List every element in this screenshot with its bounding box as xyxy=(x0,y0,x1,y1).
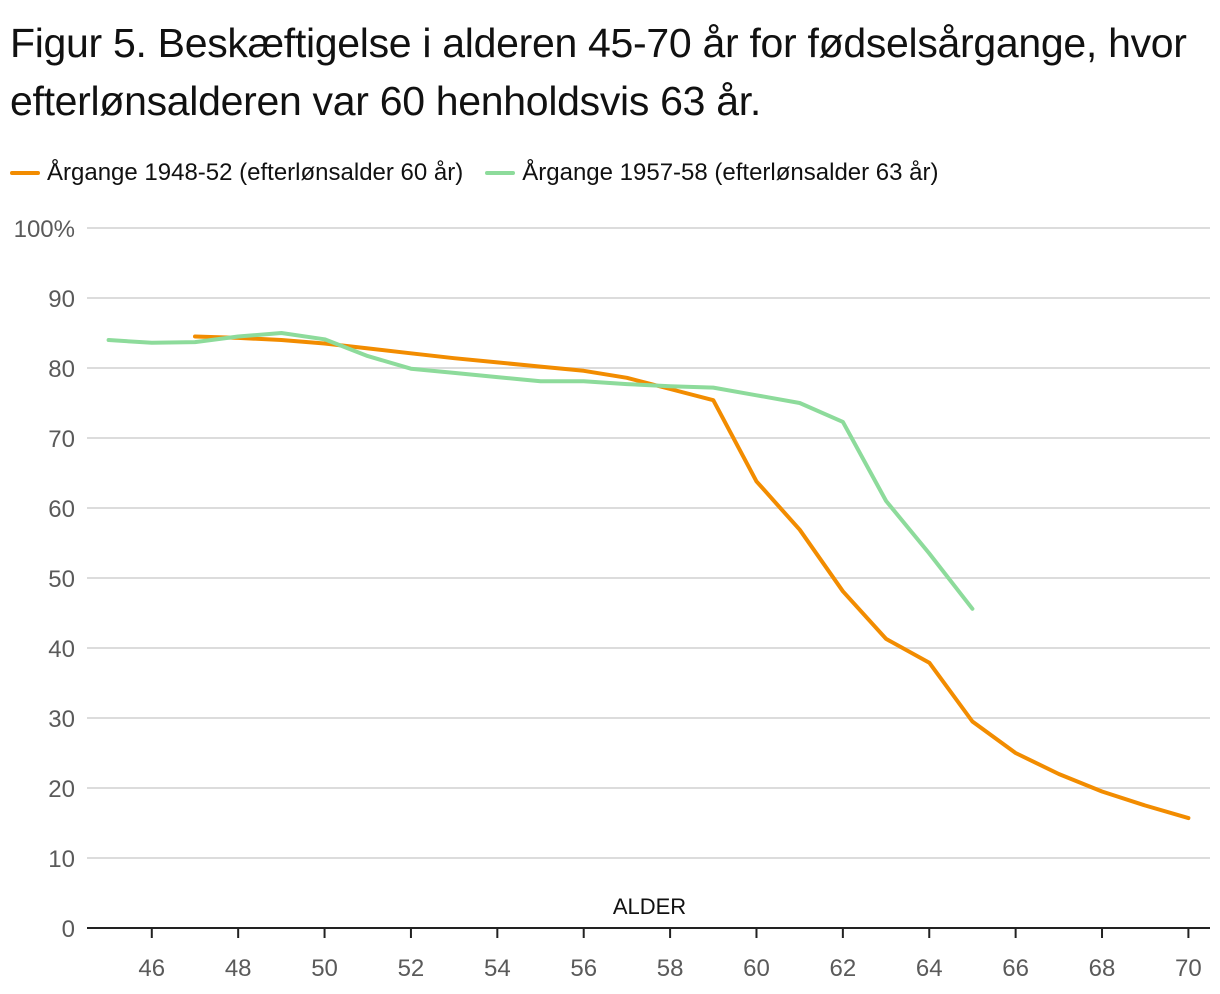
x-tick-label-60: 60 xyxy=(743,955,770,982)
y-tick-label-70: 70 xyxy=(48,426,75,453)
y-tick-label-50: 50 xyxy=(48,566,75,593)
x-tick-label-64: 64 xyxy=(916,955,943,982)
x-tick-label-50: 50 xyxy=(311,955,338,982)
legend-item-1957-58: Årgange 1957-58 (efterlønsalder 63 år) xyxy=(485,159,939,187)
legend-swatch-1957-58 xyxy=(485,171,516,175)
x-tick-label-56: 56 xyxy=(570,955,597,982)
x-tick-label-70: 70 xyxy=(1175,955,1202,982)
y-tick-label-20: 20 xyxy=(48,776,75,803)
x-tick-label-58: 58 xyxy=(657,955,684,982)
series-line-1948-52 xyxy=(193,334,1191,821)
legend-label-1957-58: Årgange 1957-58 (efterlønsalder 63 år) xyxy=(522,159,939,186)
legend-item-1948-52: Årgange 1948-52 (efterlønsalder 60 år) xyxy=(10,159,463,187)
y-tick-label-40: 40 xyxy=(48,636,75,663)
series-line-1957-58 xyxy=(106,331,975,611)
x-tick-label-54: 54 xyxy=(484,955,511,982)
y-tick-label-60: 60 xyxy=(48,496,75,523)
x-tick-label-48: 48 xyxy=(225,955,252,982)
x-axis-title: ALDER xyxy=(613,894,686,919)
x-tick-label-52: 52 xyxy=(398,955,425,982)
chart-title: Figur 5. Beskæftigelse i alderen 45-70 å… xyxy=(10,20,1187,124)
x-tick-label-62: 62 xyxy=(830,955,857,982)
y-tick-label-10: 10 xyxy=(48,846,75,873)
legend: Årgange 1948-52 (efterlønsalder 60 år) Å… xyxy=(10,157,961,189)
x-tick-label-68: 68 xyxy=(1089,955,1116,982)
legend-label-1948-52: Årgange 1948-52 (efterlønsalder 60 år) xyxy=(47,159,464,186)
y-tick-label-30: 30 xyxy=(48,706,75,733)
y-tick-label-80: 80 xyxy=(48,356,75,383)
y-tick-label-0: 0 xyxy=(62,916,75,943)
x-tick-label-46: 46 xyxy=(138,955,165,982)
y-tick-label-90: 90 xyxy=(48,286,75,313)
x-tick-label-66: 66 xyxy=(1002,955,1029,982)
y-tick-label-100: 100% xyxy=(14,216,75,243)
legend-swatch-1948-52 xyxy=(10,171,40,175)
